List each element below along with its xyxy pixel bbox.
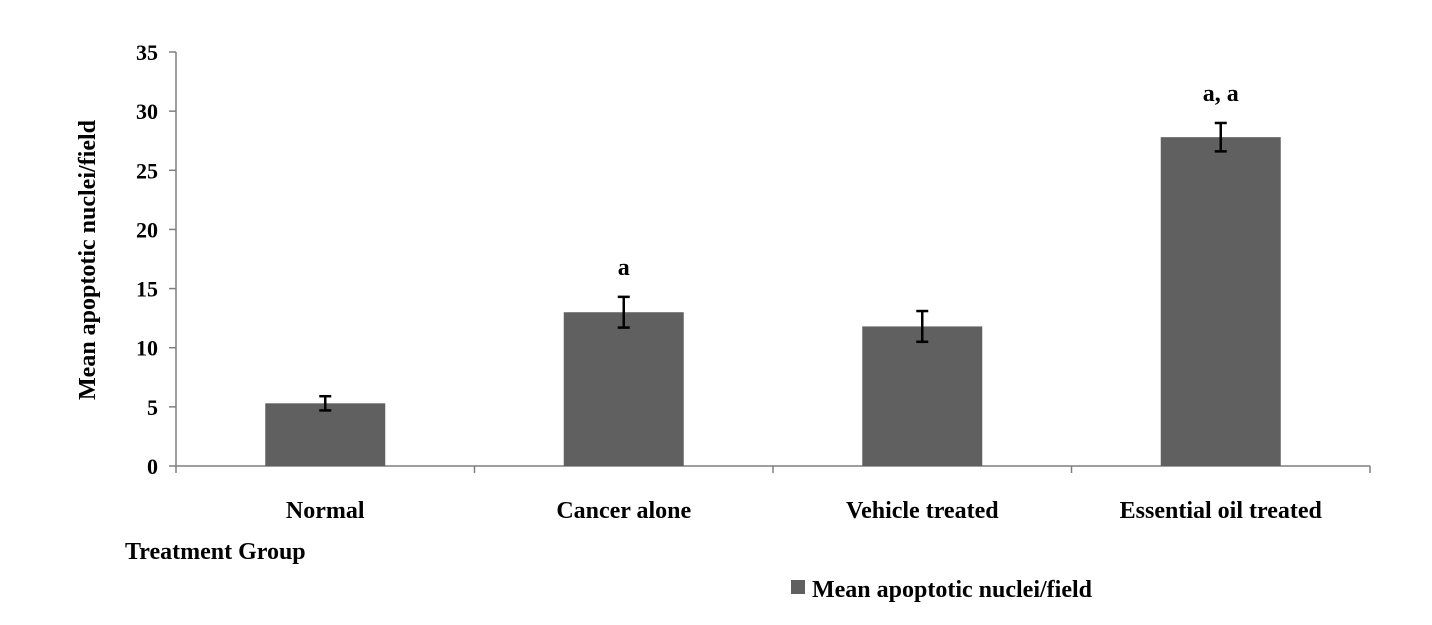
error-bars-group bbox=[319, 121, 1227, 412]
legend-swatch bbox=[791, 580, 805, 594]
bar bbox=[265, 403, 386, 466]
bar bbox=[563, 312, 684, 466]
y-axis: 0 5 10 15 20 25 30 35 bbox=[136, 40, 177, 479]
significance-label: a, a bbox=[1203, 81, 1239, 107]
error-bar bbox=[617, 295, 630, 329]
error-bar bbox=[916, 309, 929, 344]
y-tick-label: 15 bbox=[136, 277, 158, 302]
y-tick-label: 25 bbox=[136, 158, 158, 183]
error-bar bbox=[1214, 121, 1227, 153]
bar bbox=[862, 326, 983, 466]
error-bar bbox=[319, 394, 332, 412]
y-tick-label: 20 bbox=[136, 217, 158, 242]
significance-labels-group: a a, a bbox=[618, 81, 1239, 281]
x-tick-label: Essential oil treated bbox=[1120, 498, 1323, 524]
y-tick-label: 5 bbox=[147, 395, 158, 420]
bar bbox=[1160, 137, 1281, 466]
legend-label: Mean apoptotic nuclei/field bbox=[812, 577, 1093, 603]
significance-label: a bbox=[618, 255, 630, 281]
y-axis-title: Mean apoptotic nuclei/field bbox=[75, 119, 101, 400]
y-tick-label: 10 bbox=[136, 336, 158, 361]
x-tick-label: Normal bbox=[286, 498, 365, 524]
y-tick-label: 35 bbox=[136, 40, 158, 65]
x-axis-title: Treatment Group bbox=[125, 539, 306, 565]
x-tick-label: Cancer alone bbox=[556, 498, 691, 524]
y-tick-label: 30 bbox=[136, 99, 158, 124]
bars-group bbox=[265, 137, 1281, 466]
y-tick-label: 0 bbox=[147, 454, 158, 479]
x-axis: Normal Cancer alone Vehicle treated Essenti… bbox=[175, 465, 1371, 524]
legend: Mean apoptotic nuclei/field bbox=[791, 577, 1093, 603]
x-tick-label: Vehicle treated bbox=[846, 498, 999, 524]
